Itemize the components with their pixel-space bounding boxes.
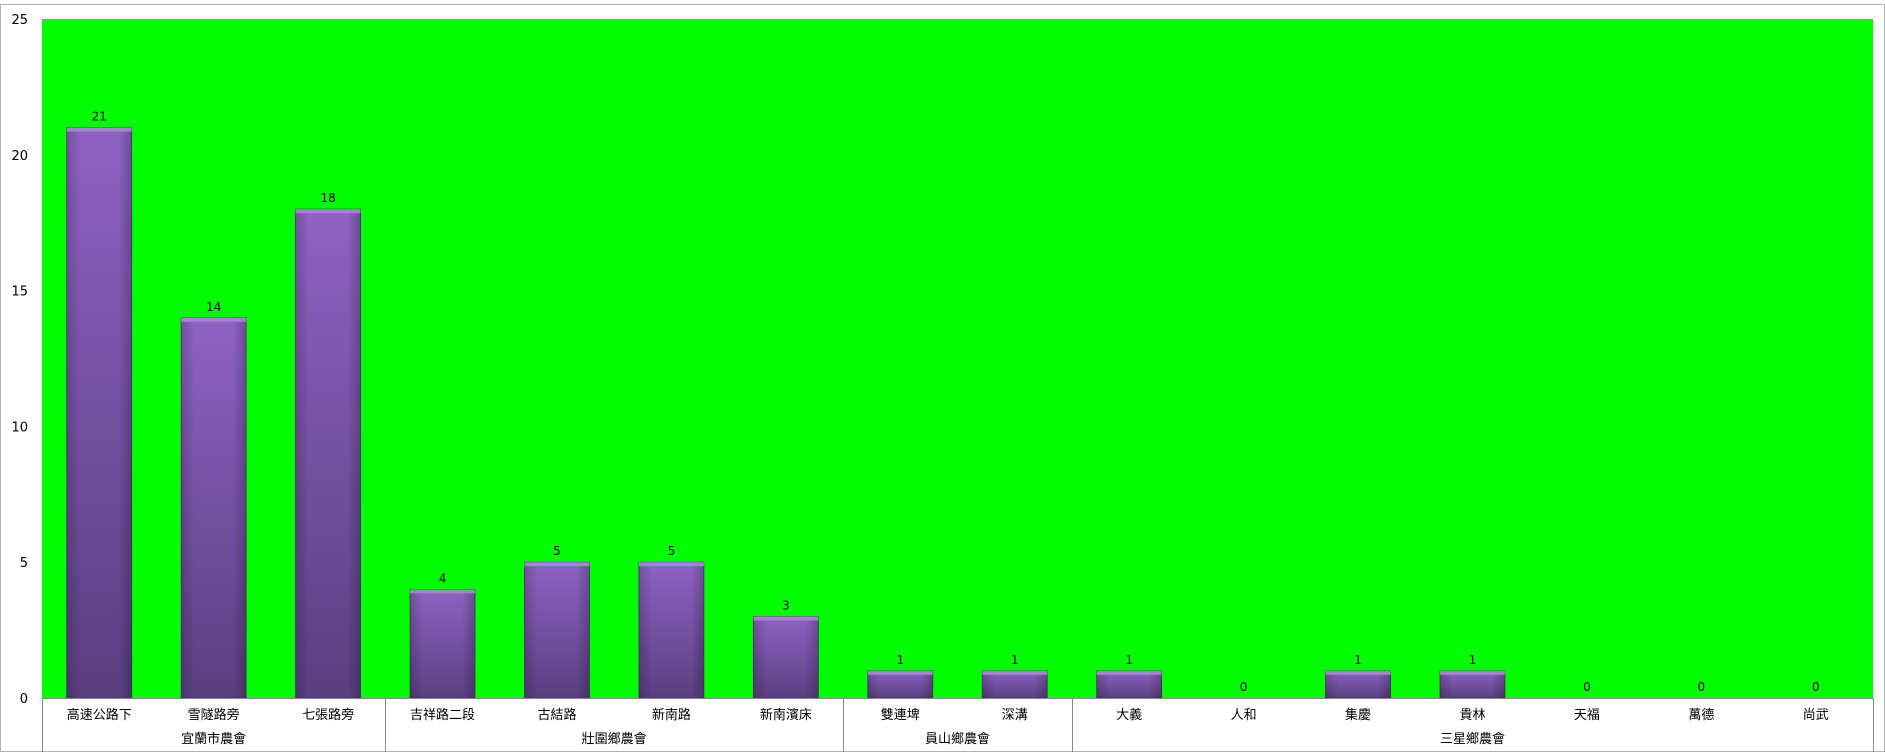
x-axis: 高速公路下 雪隧路旁 七張路旁 吉祥路二段 古結路 新南路 新南濱床 雙連埤 深溝 大義 人和 集慶 貴… — [42, 698, 1874, 752]
bar-shading — [867, 670, 933, 698]
bar-shading — [524, 562, 590, 698]
bar-top-bevel — [982, 670, 1048, 675]
bar-shading — [638, 562, 704, 698]
bar-shading — [66, 127, 132, 698]
x-tick-label: 集慶 — [1345, 707, 1371, 723]
x-tick-label: 大義 — [1116, 707, 1142, 723]
data-label: 14 — [206, 300, 221, 314]
bar-top-bevel — [66, 127, 132, 132]
bar-shading — [295, 209, 361, 698]
x-tick-label: 吉祥路二段 — [410, 707, 475, 723]
bar-top-bevel — [1096, 670, 1162, 675]
data-label: 1 — [1469, 653, 1477, 667]
bar-top-bevel — [295, 209, 361, 214]
y-tick-label: 10 — [11, 420, 28, 435]
data-label: 1 — [896, 653, 904, 667]
bar-shading — [753, 616, 819, 698]
y-tick-label: 5 — [20, 556, 28, 571]
data-label: 1 — [1011, 653, 1019, 667]
x-tick-label: 雪隧路旁 — [188, 707, 240, 723]
bar-series: 21 14 18 4 5 5 3 1 1 1 0 1 1 0 0 0 — [66, 110, 1820, 699]
bar-top-bevel — [867, 670, 933, 675]
x-tick-label: 天福 — [1574, 708, 1600, 723]
data-label: 5 — [668, 544, 676, 558]
bar-top-bevel — [524, 562, 590, 567]
bar-top-bevel — [410, 589, 476, 594]
data-label: 4 — [439, 571, 447, 585]
data-label: 5 — [553, 544, 561, 558]
data-label: 0 — [1698, 680, 1706, 694]
bar-top-bevel — [753, 616, 819, 621]
bar-top-bevel — [1439, 670, 1505, 675]
x-tick-label: 高速公路下 — [67, 707, 132, 723]
x-group-label: 員山鄉農會 — [925, 731, 990, 747]
bar-shading — [1439, 670, 1505, 698]
data-label: 0 — [1583, 680, 1591, 694]
x-tick-label: 新南路 — [652, 707, 691, 723]
x-tick-label: 雙連埤 — [881, 707, 920, 723]
y-tick-label: 20 — [11, 149, 28, 164]
x-tick-label: 人和 — [1231, 708, 1257, 723]
y-tick-label: 0 — [20, 692, 28, 707]
bar-shading — [410, 589, 476, 698]
bar-shading — [1325, 670, 1391, 698]
bar-shading — [982, 670, 1048, 698]
bar-shading — [1096, 670, 1162, 698]
x-group-label: 壯圍鄉農會 — [582, 731, 647, 747]
x-tick-label: 新南濱床 — [760, 707, 812, 723]
x-tick-label: 古結路 — [537, 707, 576, 723]
data-label: 21 — [92, 110, 107, 124]
bar-shading — [181, 317, 247, 698]
data-label: 1 — [1125, 653, 1133, 667]
data-label: 0 — [1812, 680, 1820, 694]
data-label: 1 — [1354, 653, 1362, 667]
x-tick-label: 深溝 — [1002, 708, 1028, 723]
data-label: 0 — [1240, 680, 1248, 694]
bar-top-bevel — [181, 317, 247, 322]
x-tick-label: 尚武 — [1803, 708, 1829, 723]
data-label: 18 — [320, 191, 335, 205]
y-tick-label: 15 — [11, 285, 28, 300]
x-group-label: 宜蘭市農會 — [181, 731, 246, 747]
x-tick-label: 萬德 — [1688, 708, 1714, 723]
bar-top-bevel — [638, 562, 704, 567]
y-tick-label: 25 — [11, 13, 28, 28]
x-tick-label: 貴林 — [1459, 708, 1485, 723]
x-group-label: 三星鄉農會 — [1440, 731, 1505, 747]
x-tick-label: 七張路旁 — [302, 707, 354, 723]
data-label: 3 — [782, 599, 790, 613]
y-axis: 0 5 10 15 20 25 — [11, 13, 28, 707]
bar-top-bevel — [1325, 670, 1391, 675]
